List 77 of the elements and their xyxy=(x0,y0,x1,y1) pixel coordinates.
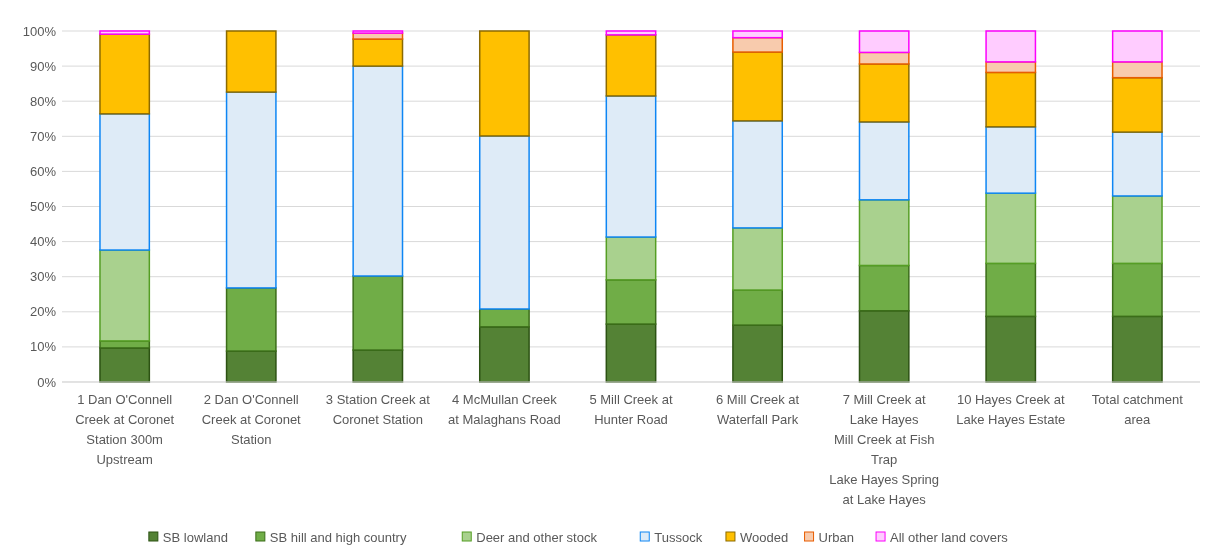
bar xyxy=(1111,131,1163,197)
bar xyxy=(352,65,404,277)
bar xyxy=(985,126,1037,194)
bar xyxy=(732,120,784,229)
y-tick-label: 60% xyxy=(29,163,57,179)
bar xyxy=(225,91,277,289)
x-tick-label: 7 Mill Creek at Lake Hayes Mill Creek at Fish Trap Lake Hayes Spring at Lake Hayes xyxy=(829,392,940,507)
x-tick-label: 4 McMullan Creek at Malaghans Road xyxy=(448,392,561,427)
bar xyxy=(985,262,1037,318)
x-tick-label: 2 Dan O'Connell Creek at Coronet Station xyxy=(201,392,302,447)
bar xyxy=(605,236,657,281)
x-tick-label: 1 Dan O'Connell Creek at Coronet Station 300m Upstream xyxy=(75,392,175,467)
y-tick-label: 0% xyxy=(37,374,57,390)
y-tick-label: 40% xyxy=(29,234,57,250)
bar xyxy=(99,113,151,251)
legend-label: SB hill and high country xyxy=(269,529,407,545)
bar xyxy=(858,63,910,123)
x-tick-label: 5 Mill Creek at Hunter Road xyxy=(589,392,673,427)
bar xyxy=(1111,30,1163,63)
x-tick-label: 6 Mill Creek at Waterfall Park xyxy=(716,392,800,427)
bar xyxy=(605,30,657,36)
bar xyxy=(225,287,277,352)
bar xyxy=(225,350,277,383)
bar xyxy=(858,310,910,383)
legend-label: SB lowland xyxy=(162,529,228,545)
bar xyxy=(985,192,1037,265)
x-tick-label: Total catchment area xyxy=(1091,392,1184,427)
bar xyxy=(605,95,657,238)
bar xyxy=(352,275,404,351)
y-tick-label: 30% xyxy=(29,269,57,285)
bar xyxy=(99,249,151,342)
legend-label: Deer and other stock xyxy=(476,529,598,545)
bar xyxy=(99,33,151,115)
bar xyxy=(1111,76,1163,133)
bar xyxy=(732,227,784,291)
bar xyxy=(985,315,1037,383)
y-tick-label: 100% xyxy=(22,23,57,39)
bar xyxy=(858,199,910,267)
y-tick-label: 10% xyxy=(29,339,57,355)
bar xyxy=(732,30,784,39)
y-tick-label: 80% xyxy=(29,93,57,109)
bar xyxy=(478,308,530,328)
bar xyxy=(352,38,404,67)
y-tick-label: 90% xyxy=(29,58,57,74)
bar xyxy=(1111,195,1163,265)
legend-label: Urban xyxy=(818,529,854,545)
bar xyxy=(352,349,404,383)
bar xyxy=(352,30,404,34)
bar xyxy=(99,30,151,35)
bar xyxy=(858,30,910,54)
legend-label: All other land covers xyxy=(890,529,1009,545)
bar xyxy=(99,347,151,383)
bar xyxy=(985,71,1037,128)
bar xyxy=(858,121,910,201)
bar xyxy=(732,36,784,53)
bar xyxy=(478,135,530,310)
bar xyxy=(732,51,784,122)
y-tick-label: 20% xyxy=(29,304,57,320)
bar xyxy=(858,264,910,312)
bar xyxy=(985,30,1037,63)
bar xyxy=(605,279,657,325)
bar xyxy=(605,34,657,97)
x-tick-label: 10 Hayes Creek at Lake Hayes Estate xyxy=(956,392,1066,427)
y-tick-label: 70% xyxy=(29,128,57,144)
bar xyxy=(732,324,784,383)
bar xyxy=(1111,262,1163,318)
y-tick-label: 50% xyxy=(29,199,57,215)
bar xyxy=(858,51,910,65)
bar xyxy=(225,30,277,93)
bar xyxy=(732,289,784,326)
legend-label: Tussock xyxy=(654,529,703,545)
x-tick-label: 3 Station Creek at Coronet Station xyxy=(325,392,431,427)
bar xyxy=(605,323,657,383)
legend-label: Wooded xyxy=(739,529,789,545)
bar xyxy=(1111,315,1163,383)
bar xyxy=(478,326,530,383)
bar xyxy=(478,30,530,137)
